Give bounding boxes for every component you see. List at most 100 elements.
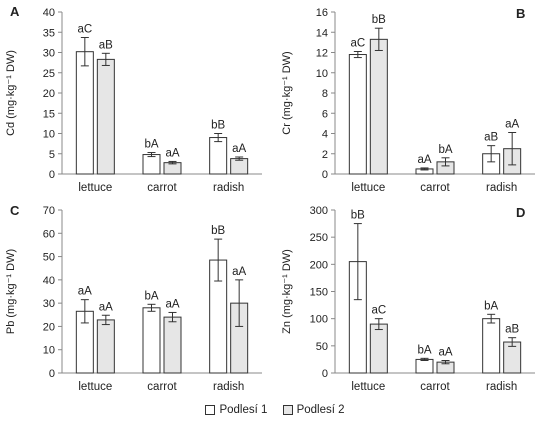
legend-swatch-series-2 <box>282 405 293 415</box>
error-bar <box>441 360 450 365</box>
legend-label-series-2: Podlesí 2 <box>296 404 345 416</box>
bar-series-2 <box>369 323 388 374</box>
y-axis-title: Zn (mg·kg⁻¹ DW) <box>281 249 293 334</box>
significance-label: aA <box>165 147 179 159</box>
y-tick-label: 15 <box>43 108 55 120</box>
y-tick-label: 0 <box>322 169 328 181</box>
y-tick-label: 0 <box>322 368 328 380</box>
x-category-label: radish <box>213 182 244 194</box>
error-bar <box>487 313 496 324</box>
error-bar <box>80 299 89 324</box>
x-category-label: radish <box>486 182 517 194</box>
y-axis-title: Pb (mg·kg⁻¹ DW) <box>5 249 17 334</box>
y-tick-label: 5 <box>49 149 55 161</box>
significance-label: aA <box>438 347 452 359</box>
error-bar <box>235 156 244 161</box>
bar-series-2 <box>369 38 388 175</box>
y-tick-label: 30 <box>43 298 55 310</box>
significance-label: bA <box>144 290 158 302</box>
error-bar <box>168 160 177 165</box>
panel-label: B <box>516 6 525 21</box>
x-category-label: carrot <box>147 381 177 393</box>
bar-series-1 <box>75 51 94 175</box>
panel-label: A <box>10 4 20 19</box>
y-tick-label: 40 <box>43 275 55 287</box>
significance-label: aA <box>232 143 246 155</box>
bar-series-2 <box>96 319 115 374</box>
y-tick-label: 20 <box>43 321 55 333</box>
significance-label: bB <box>372 14 386 26</box>
y-tick-label: 60 <box>43 228 55 240</box>
bar-series-1 <box>348 54 367 175</box>
bar-series-1 <box>142 154 161 175</box>
x-category-label: lettuce <box>78 381 112 393</box>
y-tick-label: 0 <box>49 368 55 380</box>
panel-label: C <box>10 203 20 218</box>
y-tick-label: 250 <box>310 232 328 244</box>
significance-label: bB <box>211 225 225 237</box>
x-category-label: carrot <box>147 182 177 194</box>
error-bar <box>214 238 223 282</box>
legend: Podlesí 1 Podlesí 2 <box>0 404 550 418</box>
significance-label: aC <box>371 305 386 317</box>
significance-label: aA <box>165 298 179 310</box>
y-tick-label: 70 <box>43 205 55 217</box>
error-bar <box>147 152 156 158</box>
significance-label: aC <box>350 37 365 49</box>
significance-label: bA <box>144 139 158 151</box>
significance-label: aB <box>505 324 519 336</box>
error-bar <box>214 133 223 143</box>
y-tick-label: 10 <box>43 345 55 357</box>
y-tick-label: 35 <box>43 27 55 39</box>
legend-label-series-1: Podlesí 1 <box>219 404 268 416</box>
error-bar <box>235 279 244 327</box>
y-tick-label: 8 <box>322 88 328 100</box>
y-axis-title: Cr (mg·kg⁻¹ DW) <box>281 51 293 134</box>
error-bar <box>441 157 450 167</box>
significance-label: aB <box>484 132 498 144</box>
error-bar <box>420 357 429 362</box>
significance-label: aA <box>417 154 431 166</box>
y-tick-label: 6 <box>322 108 328 120</box>
x-category-label: carrot <box>420 381 450 393</box>
error-bar <box>374 318 383 331</box>
significance-label: bA <box>438 144 452 156</box>
significance-label: aA <box>78 286 92 298</box>
error-bar <box>101 52 110 66</box>
y-tick-label: 150 <box>310 287 328 299</box>
x-category-label: lettuce <box>78 182 112 194</box>
bar-series-2 <box>230 158 249 175</box>
x-category-label: lettuce <box>351 182 385 194</box>
y-tick-label: 10 <box>43 129 55 141</box>
error-bar <box>353 223 362 301</box>
error-bar <box>508 337 517 347</box>
bar-series-1 <box>482 318 501 374</box>
y-tick-label: 20 <box>43 88 55 100</box>
error-bar <box>353 50 362 59</box>
bar-series-1 <box>415 358 434 374</box>
significance-label: aA <box>99 301 113 313</box>
y-tick-label: 2 <box>322 149 328 161</box>
y-tick-label: 50 <box>316 341 328 353</box>
error-bar <box>508 131 517 166</box>
y-tick-label: 12 <box>316 48 328 60</box>
significance-label: bB <box>211 120 225 132</box>
error-bar <box>147 303 156 312</box>
panel-label: D <box>516 205 525 220</box>
y-tick-label: 200 <box>310 259 328 271</box>
bar-series-1 <box>142 307 161 374</box>
bar-series-1 <box>209 137 228 175</box>
x-category-label: radish <box>213 381 244 393</box>
legend-item-series-1: Podlesí 1 <box>205 404 267 416</box>
error-bar <box>420 167 429 171</box>
y-tick-label: 10 <box>316 68 328 80</box>
significance-label: bA <box>417 344 431 356</box>
y-tick-label: 14 <box>316 27 328 39</box>
error-bar <box>80 37 89 67</box>
y-tick-label: 100 <box>310 314 328 326</box>
y-tick-label: 16 <box>316 7 328 19</box>
